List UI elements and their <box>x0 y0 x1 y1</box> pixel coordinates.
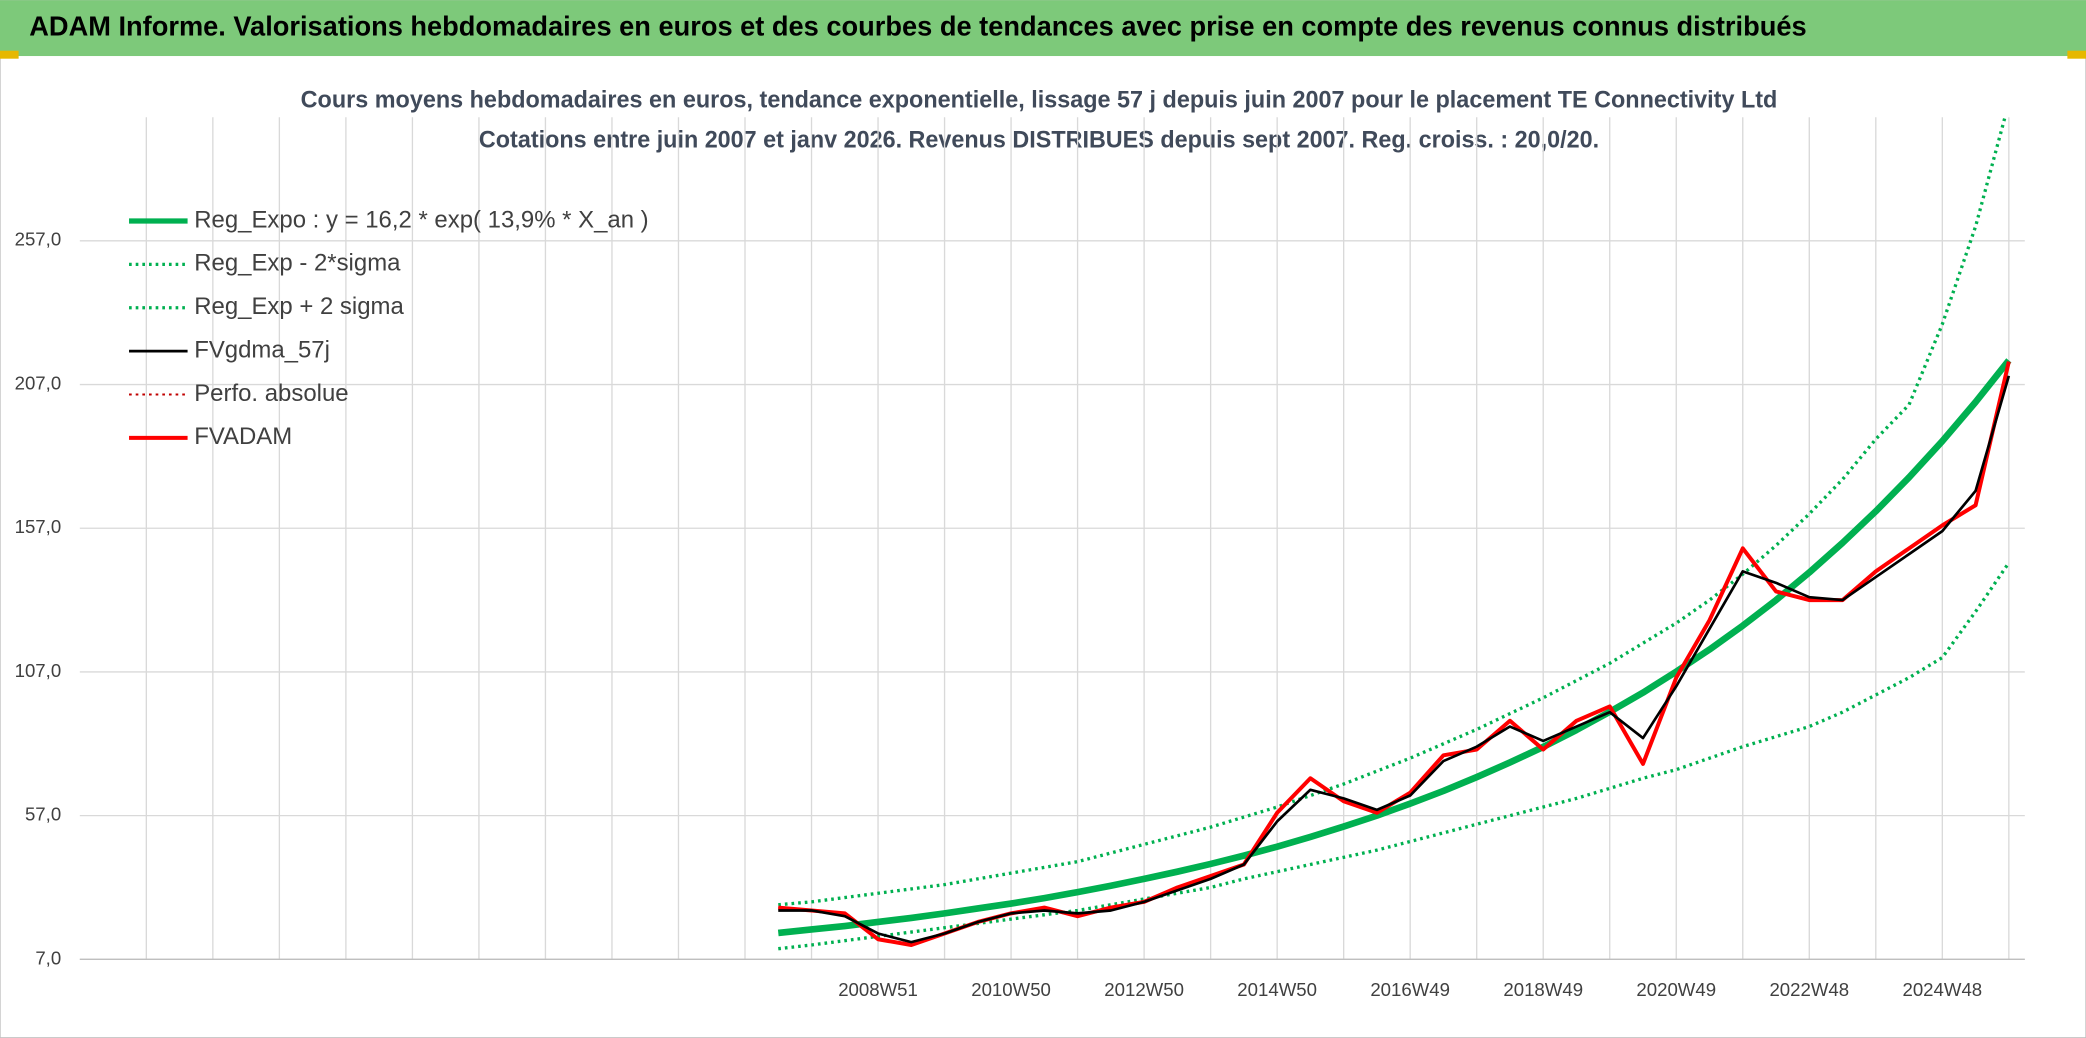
legend: Reg_Expo : y = 16,2 * exp( 13,9% * X_an … <box>129 206 649 450</box>
legend-label: Reg_Expo : y = 16,2 * exp( 13,9% * X_an … <box>194 206 648 233</box>
x-tick-label: 2024W48 <box>1902 979 1982 1000</box>
legend-label: Reg_Exp - 2*sigma <box>194 250 401 277</box>
x-tick-label: 2008W51 <box>838 979 918 1000</box>
grid: 7,0 57,0 107,0 157,0 207,0 257,0 2008W51 2010W5… <box>15 117 2025 1000</box>
header-title: ADAM Informe. Valorisations hebdomadaire… <box>29 10 1806 41</box>
series-line <box>778 375 2011 944</box>
y-tick-label: 157,0 <box>15 516 62 537</box>
series-line <box>778 117 2007 907</box>
y-tick-label: 257,0 <box>15 229 62 250</box>
corner <box>2067 50 2086 59</box>
chart-subtitle: Cotations entre juin 2007 et janv 2026. … <box>479 127 1599 154</box>
legend-label: FVgdma_57j <box>194 336 330 363</box>
legend-label: Reg_Exp + 2 sigma <box>194 293 404 320</box>
legend-label: FVADAM <box>194 423 292 450</box>
plot <box>777 117 2012 951</box>
y-tick-label: 107,0 <box>15 660 62 681</box>
series-line <box>778 561 2011 951</box>
x-tick-label: 2020W49 <box>1636 979 1716 1000</box>
legend-label: Perfo. absolue <box>194 380 348 407</box>
header-bar <box>0 0 2086 57</box>
chart-title: Cours moyens hebdomadaires en euros, ten… <box>301 87 1778 114</box>
x-tick-label: 2022W48 <box>1769 979 1849 1000</box>
corner <box>0 50 19 59</box>
series-line <box>777 358 2012 937</box>
y-tick-label: 57,0 <box>25 804 61 825</box>
y-tick-label: 7,0 <box>35 947 61 968</box>
x-tick-label: 2010W50 <box>971 979 1051 1000</box>
x-tick-label: 2012W50 <box>1104 979 1184 1000</box>
y-tick-label: 207,0 <box>15 372 62 393</box>
x-tick-label: 2016W49 <box>1370 979 1450 1000</box>
x-tick-label: 2014W50 <box>1237 979 1317 1000</box>
x-tick-label: 2018W49 <box>1503 979 1583 1000</box>
